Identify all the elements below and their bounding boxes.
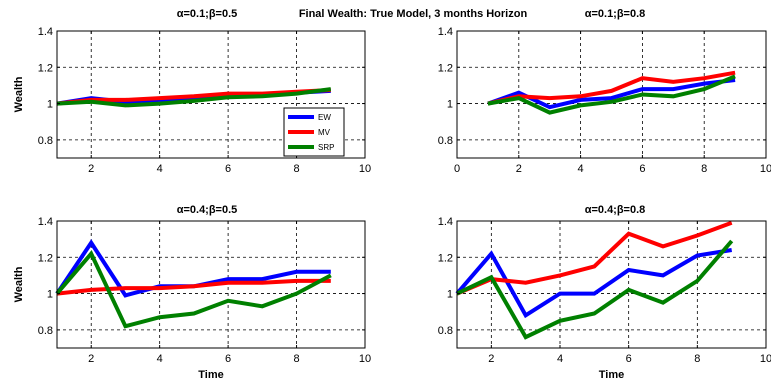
x-tick-label: 10	[760, 163, 771, 175]
series-line-mv	[56, 88, 331, 106]
x-tick-label: 8	[694, 353, 700, 365]
legend-label-ew: EW	[318, 113, 331, 122]
y-tick-label: 0.8	[438, 135, 453, 147]
y-tick-label: 1	[47, 99, 53, 111]
series-line-srp	[55, 250, 332, 329]
legend-label-mv: MV	[318, 128, 331, 137]
y-tick-label: 1.2	[38, 252, 53, 264]
subplot-title: α=0.4;β=0.8	[585, 204, 646, 216]
series-line-mv	[56, 278, 331, 296]
series-line-mv	[456, 220, 733, 296]
axes-background	[457, 221, 766, 348]
y-tick-label: 1.4	[438, 26, 453, 38]
x-tick-label: 10	[359, 163, 371, 175]
x-tick-label: 10	[760, 353, 771, 365]
subplot-3: 2 4 6 8 10 0.8 1 1.2 1.4 α=0.4;β=0.5 Wealth Time	[13, 204, 371, 381]
axes-frame	[56, 30, 366, 159]
x-tick-label: 8	[701, 163, 707, 175]
x-tick-label: 0	[454, 163, 460, 175]
subplot-title: α=0.1;β=0.8	[585, 8, 646, 20]
y-tick-label: 1	[447, 289, 453, 301]
y-tick-label: 1	[47, 289, 53, 301]
subplot-1: 2 4 6 8 10 0.8 1 1.2 1.4 α=0.1;β=0.5 Wealth EW MV SRP	[13, 8, 371, 175]
figure-suptitle: Final Wealth: True Model, 3 months Horiz…	[299, 8, 528, 20]
legend-label-srp: SRP	[318, 143, 334, 152]
x-tick-label: 4	[157, 353, 163, 365]
axes-background	[457, 31, 766, 158]
y-tick-label: 1.4	[38, 216, 53, 228]
y-axis-label: Wealth	[13, 266, 25, 302]
y-tick-label: 1.4	[38, 26, 53, 38]
y-tick-label: 0.8	[438, 325, 453, 337]
x-tick-label: 2	[88, 163, 94, 175]
y-tick-label: 1	[447, 99, 453, 111]
x-tick-label: 4	[578, 163, 584, 175]
x-tick-label: 4	[557, 353, 563, 365]
x-axis-label: Time	[198, 369, 223, 381]
y-tick-label: 1.2	[38, 62, 53, 74]
y-tick-label: 1.2	[438, 252, 453, 264]
subplot-4: 2 4 6 8 10 0.8 1 1.2 1.4 α=0.4;β=0.8 Time	[438, 204, 771, 381]
series-line-srp	[487, 74, 736, 115]
x-tick-label: 6	[225, 163, 231, 175]
x-tick-label: 6	[225, 353, 231, 365]
x-tick-label: 8	[293, 353, 299, 365]
x-axis-label: Time	[599, 369, 624, 381]
x-tick-label: 6	[626, 353, 632, 365]
series-line-srp	[56, 87, 332, 108]
axes-frame	[456, 30, 767, 159]
axes-frame	[456, 220, 767, 349]
y-tick-label: 1.2	[438, 62, 453, 74]
series-line-srp	[456, 239, 734, 340]
subplot-2: 0 2 4 6 8 10 0.8 1 1.2 1.4 α=0.1;β=0.8	[438, 8, 771, 175]
x-tick-label: 4	[157, 163, 163, 175]
y-tick-label: 0.8	[38, 135, 53, 147]
y-tick-label: 1.4	[438, 216, 453, 228]
series-line-mv	[487, 70, 736, 106]
x-tick-label: 2	[88, 353, 94, 365]
y-axis-label: Wealth	[13, 76, 25, 112]
legend: EW MV SRP	[283, 107, 345, 157]
x-tick-label: 2	[516, 163, 522, 175]
x-tick-label: 10	[359, 353, 371, 365]
x-tick-label: 2	[488, 353, 494, 365]
subplot-title: α=0.1;β=0.5	[177, 8, 238, 20]
axes-frame	[56, 220, 366, 349]
series-line-ew	[455, 248, 733, 319]
x-tick-label: 6	[639, 163, 645, 175]
subplot-title: α=0.4;β=0.5	[177, 204, 238, 216]
y-tick-label: 0.8	[38, 325, 53, 337]
x-tick-label: 8	[293, 163, 299, 175]
